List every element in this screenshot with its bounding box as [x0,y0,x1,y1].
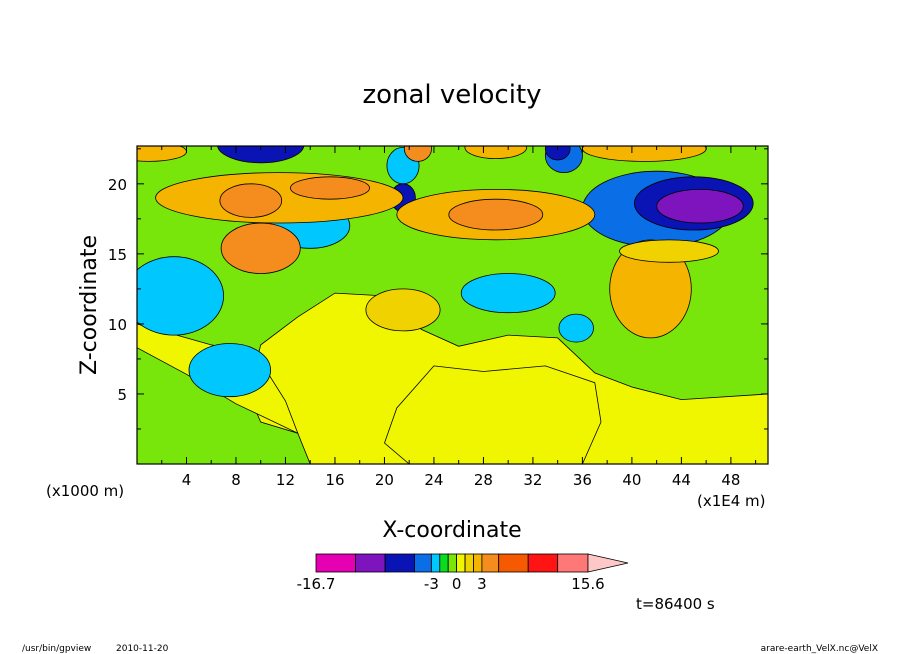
contour-blob [558,313,594,343]
colorbar-segment [481,553,500,573]
colorbar-segment [527,553,559,573]
contour-region-positive [384,365,602,464]
plot-frame [136,145,769,465]
colorbar-segment [439,553,449,573]
y-tick-label: 15 [108,246,127,264]
x-unit-left: (x1000 m) [46,482,124,500]
contour-blob [220,222,301,274]
colorbar-segment [498,553,529,573]
colorbar-label: 0 [452,575,462,593]
footer-source: arare-earth_VelX.nc@VelX [761,644,878,654]
contour-blob [188,343,271,398]
colorbar-segment [557,553,589,573]
y-tick-label: 20 [108,176,127,194]
footer-date: 2010-11-20 [116,644,169,654]
colorbar-segment [464,553,474,573]
y-tick-label: 5 [117,386,127,404]
colorbar-segment [430,553,441,573]
contour-blob [544,146,571,161]
contour-blob [582,146,707,162]
colorbar-segment [447,553,458,573]
colorbar-label: 15.6 [571,575,604,593]
contour-blob [403,146,432,162]
y-axis-ticks: 5 10 15 20 [108,148,768,430]
x-tick-label: 12 [276,471,295,489]
colorbar-segment [414,553,432,573]
colorbar-label: 3 [477,575,487,593]
contour-blob [609,239,692,339]
x-axis-label: X-coordinate [382,518,521,543]
contour-blob [219,183,283,218]
colorbar-extend-arrow [587,553,629,573]
y-tick-label: 10 [108,316,127,334]
x-tick-label: 40 [622,471,641,489]
footer-program: /usr/bin/gpview [22,644,91,654]
colorbar-segment [355,553,386,573]
contour-blob [464,146,528,159]
x-tick-label: 28 [474,471,493,489]
colorbar: -16.7 -3 0 3 15.6 [297,553,629,593]
time-label: t=86400 s [636,595,715,613]
contour-blob [137,146,187,162]
y-axis-label: Z-coordinate [77,235,102,375]
x-tick-label: 8 [231,471,241,489]
colorbar-label: -16.7 [297,575,336,593]
contour-blob [217,146,305,164]
contour-field [137,146,768,464]
x-tick-label: 4 [182,471,192,489]
x-tick-label: 24 [424,471,443,489]
x-tick-label: 48 [721,471,740,489]
contour-blob [289,176,370,200]
x-tick-label: 36 [573,471,592,489]
contour-blob [448,198,544,231]
colorbar-segment [315,553,356,573]
colorbar-label: -3 [424,575,439,593]
colorbar-segment [473,553,483,573]
contour-blob [137,256,224,336]
x-axis-ticks: 4 8 12 16 20 24 28 32 36 40 44 48 [161,146,757,489]
x-tick-label: 32 [523,471,542,489]
contour-blob [656,188,744,224]
x-unit-right: (x1E4 m) [697,492,766,510]
x-tick-label: 44 [672,471,691,489]
colorbar-segment [456,553,466,573]
colorbar-segment [384,553,416,573]
x-tick-label: 16 [325,471,344,489]
contour-blob [365,288,441,332]
contour-blob [460,273,556,314]
contour-blob [619,239,719,263]
chart-title: zonal velocity [362,80,541,110]
x-tick-label: 20 [375,471,394,489]
